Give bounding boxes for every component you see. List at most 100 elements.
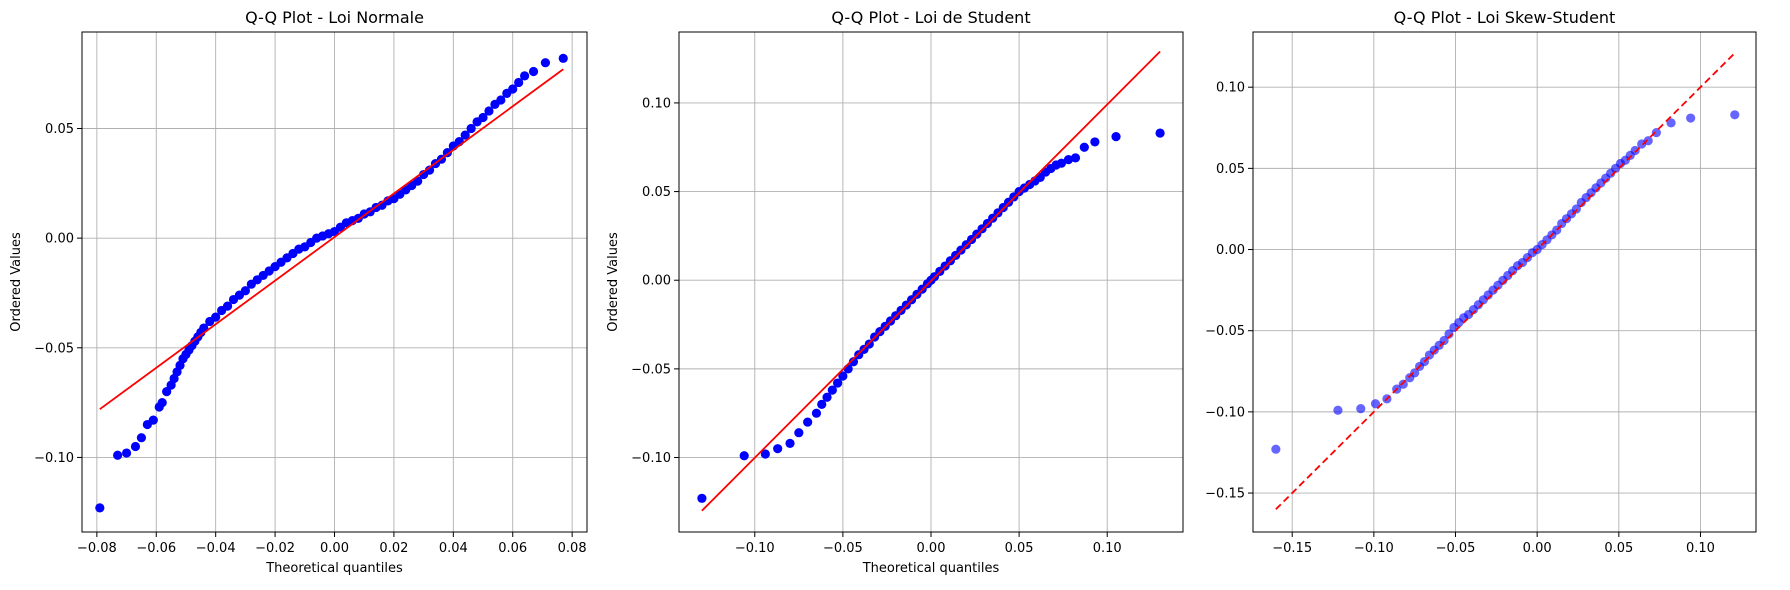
x-axis-label: Theoretical quantiles bbox=[862, 561, 1000, 576]
data-point bbox=[785, 438, 795, 448]
data-point bbox=[697, 493, 707, 503]
x-tick-label: 0.08 bbox=[558, 541, 587, 556]
y-tick-label: −0.05 bbox=[631, 362, 671, 377]
axes-frame bbox=[1252, 31, 1757, 533]
data-point bbox=[478, 112, 488, 123]
data-point bbox=[162, 387, 172, 397]
data-point bbox=[848, 357, 859, 367]
x-tick-label: −0.05 bbox=[1436, 541, 1476, 556]
data-point bbox=[1398, 379, 1408, 389]
x-tick-label: 0.02 bbox=[379, 541, 408, 556]
y-tick-label: 0.10 bbox=[642, 96, 671, 111]
data-point bbox=[1444, 329, 1454, 339]
data-point bbox=[520, 71, 530, 81]
data-point bbox=[1439, 335, 1449, 346]
data-point bbox=[1630, 145, 1640, 156]
data-point bbox=[1686, 113, 1696, 123]
reference-line bbox=[99, 68, 564, 410]
data-point bbox=[460, 130, 470, 140]
data-point bbox=[1111, 132, 1121, 142]
y-tick-label: −0.05 bbox=[1205, 324, 1245, 339]
x-tick-label: −0.02 bbox=[255, 541, 295, 556]
data-point bbox=[240, 286, 250, 296]
y-tick-label: 0.05 bbox=[1216, 162, 1245, 177]
x-tick-label: 0.05 bbox=[1604, 541, 1633, 556]
data-point bbox=[95, 503, 105, 513]
qq-panel-3: −0.15 −0.10 −0.05 0.00 0.05 0.10 −0.15 −0.10 −0.… bbox=[1205, 8, 1757, 556]
data-point bbox=[817, 399, 827, 409]
y-tick-label: −0.10 bbox=[631, 451, 671, 466]
x-tick-label: −0.05 bbox=[823, 541, 863, 556]
x-tick-label: 0.05 bbox=[1005, 541, 1034, 556]
x-tick-label: 0.00 bbox=[917, 541, 946, 556]
data-point bbox=[1571, 204, 1581, 214]
qq-panel-1: −0.08 −0.06 −0.04 −0.02 0.00 0.02 0.04 0.06 0.08… bbox=[9, 8, 588, 576]
data-point bbox=[466, 123, 476, 134]
data-point bbox=[1730, 110, 1740, 120]
sample-points bbox=[1271, 110, 1740, 454]
y-axis-label: Ordered Values bbox=[606, 232, 621, 332]
y-tick-label: 0.00 bbox=[1216, 243, 1245, 258]
data-point bbox=[1271, 444, 1281, 454]
chart-title: Q-Q Plot - Loi de Student bbox=[831, 8, 1030, 27]
x-tick-label: −0.10 bbox=[735, 541, 775, 556]
data-point bbox=[496, 95, 506, 105]
data-point bbox=[508, 84, 518, 94]
x-tick-label: −0.04 bbox=[196, 541, 236, 556]
data-point bbox=[773, 444, 783, 454]
y-tick-label: −0.10 bbox=[34, 451, 74, 466]
data-point bbox=[540, 58, 551, 68]
data-point bbox=[822, 392, 832, 402]
data-point bbox=[1410, 368, 1420, 378]
x-tick-label: 0.00 bbox=[320, 541, 349, 556]
data-point bbox=[739, 451, 749, 461]
data-point bbox=[811, 408, 822, 418]
data-point bbox=[1333, 405, 1343, 415]
y-tick-label: 0.05 bbox=[642, 185, 671, 200]
data-point bbox=[803, 417, 813, 427]
data-point bbox=[424, 165, 435, 175]
data-point bbox=[222, 301, 233, 311]
y-tick-label: 0.10 bbox=[1216, 81, 1245, 96]
data-point bbox=[1079, 142, 1089, 152]
data-point bbox=[211, 312, 221, 322]
data-point bbox=[514, 77, 524, 88]
data-point bbox=[794, 428, 804, 438]
data-point bbox=[558, 53, 568, 63]
y-tick-label: −0.15 bbox=[1205, 487, 1245, 502]
data-point bbox=[1370, 399, 1381, 409]
x-tick-label: −0.08 bbox=[77, 541, 117, 556]
data-point bbox=[1651, 128, 1661, 138]
chart-title: Q-Q Plot - Loi Normale bbox=[245, 8, 424, 27]
y-tick-label: −0.05 bbox=[34, 341, 74, 356]
data-point bbox=[827, 385, 837, 395]
data-point bbox=[838, 371, 848, 381]
data-point bbox=[1063, 155, 1074, 165]
x-tick-label: 0.06 bbox=[498, 541, 527, 556]
data-point bbox=[1090, 137, 1100, 147]
reference-line bbox=[1275, 52, 1736, 510]
qq-panel-2: −0.10 −0.05 0.00 0.05 0.10 −0.10 −0.05 0.00 0.05… bbox=[606, 8, 1184, 576]
x-tick-label: 0.04 bbox=[439, 541, 468, 556]
data-point bbox=[113, 450, 123, 460]
data-point bbox=[1666, 118, 1676, 128]
x-tick-label: −0.06 bbox=[136, 541, 176, 556]
y-tick-label: 0.05 bbox=[45, 122, 74, 137]
x-tick-label: 0.10 bbox=[1686, 541, 1715, 556]
data-point bbox=[528, 66, 539, 77]
x-tick-label: −0.15 bbox=[1272, 541, 1312, 556]
data-point bbox=[833, 378, 843, 388]
y-tick-label: 0.00 bbox=[45, 232, 74, 247]
y-tick-label: −0.10 bbox=[1205, 405, 1245, 420]
data-point bbox=[148, 415, 158, 425]
reference-line bbox=[701, 50, 1161, 512]
data-point bbox=[760, 449, 770, 459]
sample-points bbox=[95, 53, 568, 513]
y-tick-label: 0.00 bbox=[642, 274, 671, 289]
data-point bbox=[1356, 404, 1366, 414]
data-point bbox=[130, 441, 141, 452]
x-axis-label: Theoretical quantiles bbox=[265, 561, 403, 576]
data-point bbox=[1056, 158, 1067, 168]
x-tick-label: 0.00 bbox=[1523, 541, 1552, 556]
x-tick-label: 0.10 bbox=[1093, 541, 1122, 556]
